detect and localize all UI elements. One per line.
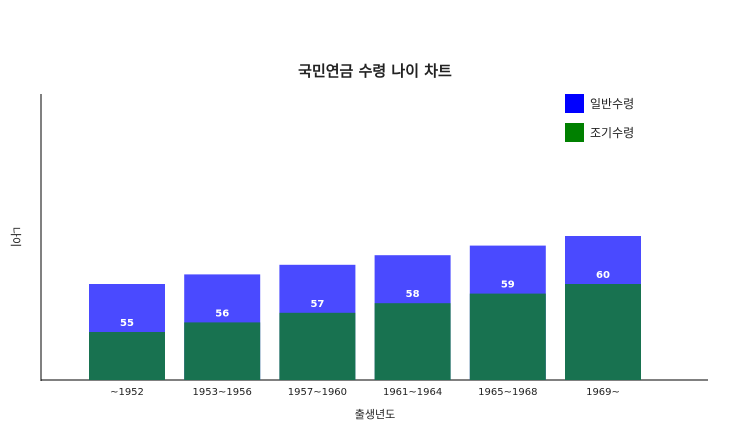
legend-label: 조기수령 [590,126,634,140]
x-axis-label: 출생년도 [355,408,395,421]
data-label: 60 [596,270,610,281]
x-tick-label: 1965~1968 [478,387,537,398]
data-label: 57 [310,299,324,310]
data-label: 56 [215,308,229,319]
data-label: 55 [120,318,134,329]
bar-early [89,332,165,380]
legend-swatch [565,123,584,142]
y-axis-label: 나이 [9,227,22,247]
labels-layer: 55 ~1952 56 1953~1956 57 1957~1960 58 1961~1964… [110,270,620,398]
data-label: 58 [406,289,420,300]
chart-title: 국민연금 수령 나이 차트 [298,62,452,80]
bar-early [374,303,451,380]
x-tick-label: 1957~1960 [288,387,347,398]
legend-swatch [565,94,584,113]
legend-label: 일반수령 [590,97,634,111]
x-tick-label: ~1952 [110,387,144,398]
bar-early [184,322,261,380]
x-tick-label: 1969~ [586,387,620,398]
bar-early [469,293,546,380]
bar-early [565,284,641,380]
data-label: 59 [501,280,515,291]
bars-layer [89,236,641,380]
x-tick-label: 1961~1964 [383,387,442,398]
x-tick-label: 1953~1956 [193,387,252,398]
bar-early [279,312,356,380]
